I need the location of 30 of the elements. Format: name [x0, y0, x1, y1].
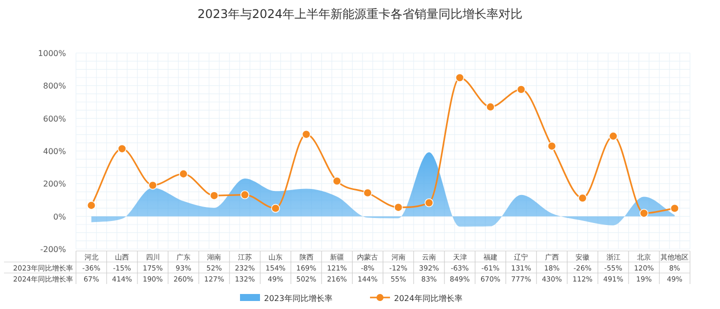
- point: [547, 142, 556, 150]
- point: [516, 85, 526, 94]
- y-tick-label: 1000%: [38, 49, 66, 58]
- point: [179, 169, 188, 178]
- point: [302, 130, 311, 139]
- point: [424, 198, 434, 208]
- y-tick-label: -200%: [40, 245, 66, 254]
- point: [578, 194, 587, 202]
- y-tick-label: 200%: [43, 180, 66, 189]
- point: [486, 102, 495, 112]
- point: [640, 208, 648, 218]
- legend-label: 2024年同比增长率: [394, 294, 462, 303]
- point: [455, 73, 464, 82]
- legend-label: 2023年同比增长率: [264, 294, 332, 303]
- point: [608, 132, 618, 141]
- point: [363, 188, 372, 198]
- y-tick-label: 400%: [43, 147, 66, 156]
- y-tick-label: 800%: [43, 82, 66, 91]
- point: [86, 200, 96, 210]
- chart-title: 2023年与2024年上半年新能源重卡各省销量同比增长率对比: [197, 7, 523, 21]
- y-tick-label: 600%: [43, 114, 66, 124]
- point: [670, 204, 680, 213]
- point: [240, 190, 250, 200]
- point: [148, 180, 158, 190]
- point: [394, 202, 403, 212]
- y-tick-label: 0%: [53, 212, 66, 222]
- point: [332, 176, 342, 186]
- point: [118, 144, 126, 154]
- point: [210, 191, 219, 200]
- point: [271, 204, 280, 213]
